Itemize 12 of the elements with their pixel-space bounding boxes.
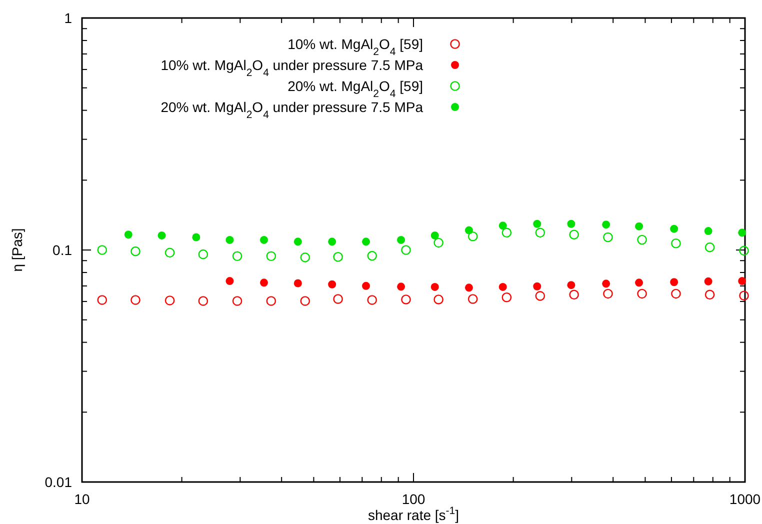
x-tick-label: 1000: [729, 491, 761, 507]
legend-label: 10% wt. MgAl$_{2}$O$_{4}$ under pressure 7.5 MPa: [160, 57, 424, 79]
x-axis-title: shear rate [s$^{-1}$]: [368, 505, 460, 523]
legend-label: 20% wt. MgAl$_{2}$O$_{4}$ under pressure 7.5 MPa: [160, 99, 424, 121]
x-tick-label: 100: [402, 491, 426, 507]
legend-label: 10% wt. MgAl$_{2}$O$_{4}$ [59]: [288, 36, 423, 58]
y-axis-title: η [Pas]: [9, 228, 25, 272]
x-tick-label: 10: [74, 491, 90, 507]
y-tick-label: 1: [64, 10, 72, 26]
y-tick-label: 0.01: [44, 474, 72, 490]
legend-label: 20% wt. MgAl$_{2}$O$_{4}$ [59]: [288, 78, 423, 100]
y-tick-label: 0.1: [52, 242, 72, 258]
